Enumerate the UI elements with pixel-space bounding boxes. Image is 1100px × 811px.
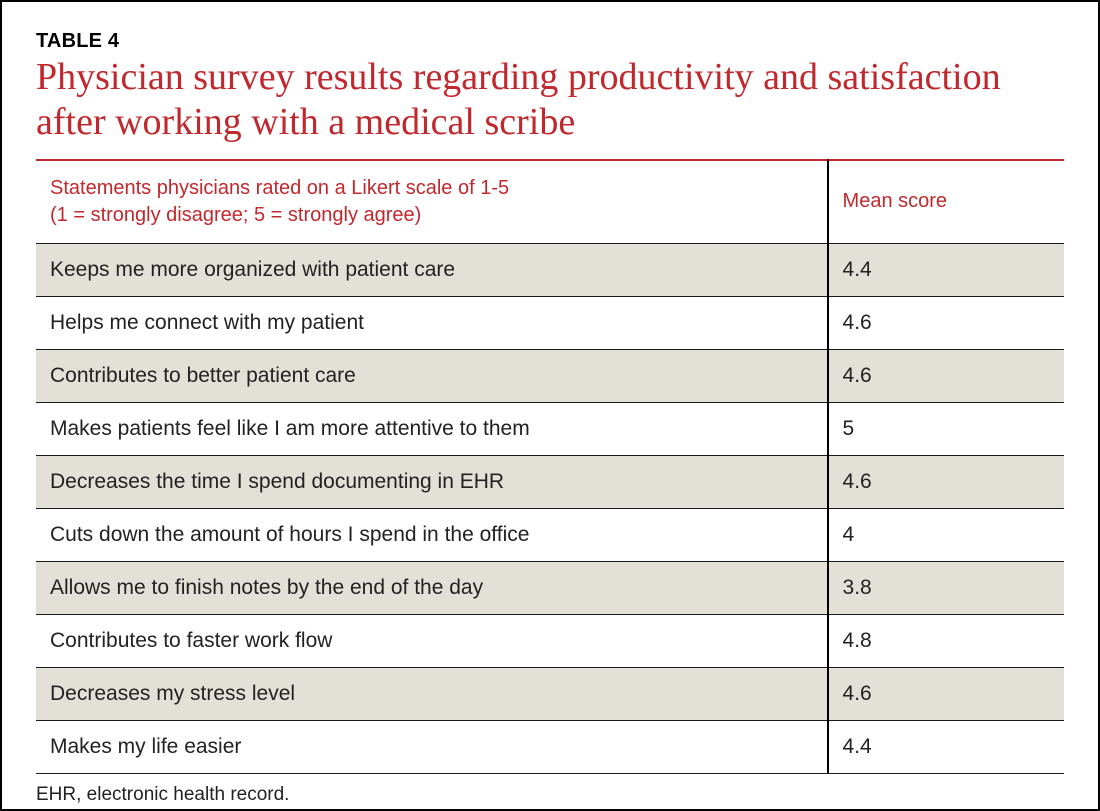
- table-row: Cuts down the amount of hours I spend in…: [36, 508, 1064, 561]
- statement-cell: Makes my life easier: [36, 720, 828, 773]
- statement-cell: Contributes to better patient care: [36, 349, 828, 402]
- score-cell: 4: [828, 508, 1064, 561]
- score-cell: 4.6: [828, 455, 1064, 508]
- column-header-statements-line2: (1 = strongly disagree; 5 = strongly agr…: [50, 204, 421, 226]
- statement-cell: Helps me connect with my patient: [36, 296, 828, 349]
- score-cell: 4.6: [828, 667, 1064, 720]
- statement-cell: Cuts down the amount of hours I spend in…: [36, 508, 828, 561]
- column-header-score: Mean score: [828, 160, 1064, 244]
- column-header-statements-line1: Statements physicians rated on a Likert …: [50, 177, 509, 199]
- table-row: Contributes to better patient care4.6: [36, 349, 1064, 402]
- table-row: Keeps me more organized with patient car…: [36, 243, 1064, 296]
- score-cell: 3.8: [828, 561, 1064, 614]
- table-row: Makes my life easier4.4: [36, 720, 1064, 773]
- survey-table: Statements physicians rated on a Likert …: [36, 159, 1064, 774]
- table-row: Contributes to faster work flow4.8: [36, 614, 1064, 667]
- score-cell: 4.4: [828, 720, 1064, 773]
- table-row: Helps me connect with my patient4.6: [36, 296, 1064, 349]
- table-frame: TABLE 4 Physician survey results regardi…: [0, 0, 1100, 811]
- table-header-row: Statements physicians rated on a Likert …: [36, 160, 1064, 244]
- statement-cell: Keeps me more organized with patient car…: [36, 243, 828, 296]
- table-number-label: TABLE 4: [36, 30, 1064, 53]
- statement-cell: Decreases my stress level: [36, 667, 828, 720]
- score-cell: 4.4: [828, 243, 1064, 296]
- statement-cell: Decreases the time I spend documenting i…: [36, 455, 828, 508]
- table-row: Decreases the time I spend documenting i…: [36, 455, 1064, 508]
- table-row: Makes patients feel like I am more atten…: [36, 402, 1064, 455]
- score-cell: 4.6: [828, 349, 1064, 402]
- column-header-statements: Statements physicians rated on a Likert …: [36, 160, 828, 244]
- table-body: Keeps me more organized with patient car…: [36, 243, 1064, 773]
- table-title: Physician survey results regarding produ…: [36, 55, 1064, 145]
- statement-cell: Contributes to faster work flow: [36, 614, 828, 667]
- statement-cell: Allows me to finish notes by the end of …: [36, 561, 828, 614]
- table-footnote: EHR, electronic health record.: [36, 784, 1064, 806]
- score-cell: 5: [828, 402, 1064, 455]
- statement-cell: Makes patients feel like I am more atten…: [36, 402, 828, 455]
- table-row: Decreases my stress level4.6: [36, 667, 1064, 720]
- table-row: Allows me to finish notes by the end of …: [36, 561, 1064, 614]
- score-cell: 4.6: [828, 296, 1064, 349]
- score-cell: 4.8: [828, 614, 1064, 667]
